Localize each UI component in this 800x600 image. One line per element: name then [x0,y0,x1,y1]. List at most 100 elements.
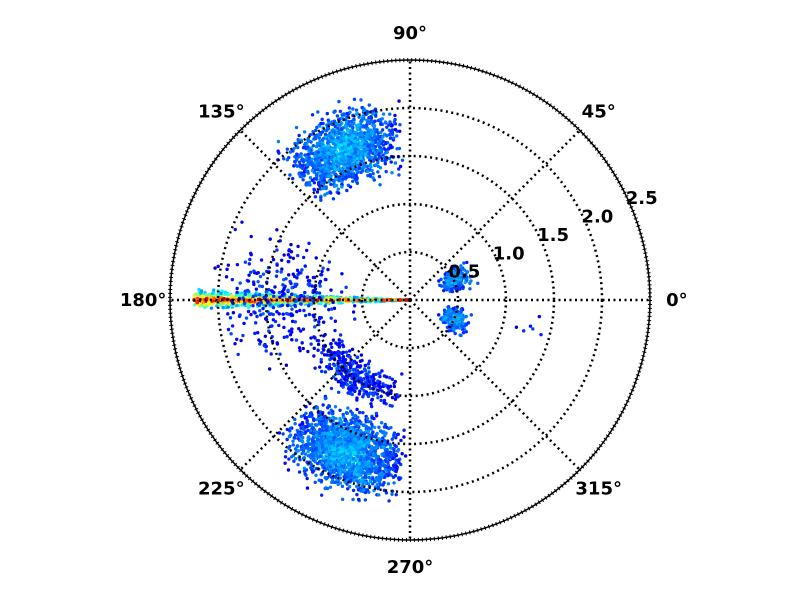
scatter-point [318,166,322,170]
scatter-point [346,162,350,166]
scatter-point [346,158,351,163]
scatter-point [294,338,299,342]
scatter-point [332,157,336,162]
scatter-point [397,167,401,171]
scatter-point [229,294,234,298]
scatter-point [275,263,279,267]
scatter-point [356,497,361,502]
scatter-point [337,154,341,159]
scatter-point [339,442,343,446]
scatter-point [330,136,334,140]
scatter-point [302,130,307,134]
scatter-point [323,431,327,436]
scatter-point [461,285,465,289]
scatter-point [377,142,381,146]
scatter-point [307,156,312,160]
scatter-point [251,294,255,299]
scatter-point [378,183,382,187]
scatter-point [340,180,344,184]
scatter-point [341,431,346,436]
scatter-point [323,193,327,197]
scatter-point [374,446,378,450]
scatter-point [340,185,344,189]
scatter-point [355,407,359,412]
scatter-point [387,123,391,127]
scatter-point [388,446,393,450]
scatter-point [272,294,276,298]
scatter-point [320,130,325,134]
scatter-point [365,132,369,137]
scatter-point [343,437,347,441]
scatter-point [345,149,349,154]
scatter-point [345,451,349,456]
scatter-point [345,111,349,116]
scatter-point [252,310,256,314]
scatter-point [275,228,279,232]
scatter-point [441,288,446,293]
scatter-point [202,303,207,307]
scatter-point [359,450,363,455]
scatter-point [354,147,358,151]
scatter-point [459,313,464,318]
scatter-point [223,290,227,294]
scatter-point [383,383,388,388]
scatter-point [336,452,341,457]
scatter-point [331,338,336,342]
scatter-point [351,429,356,433]
scatter-point [347,106,352,110]
scatter-point [372,439,376,443]
scatter-point [211,288,216,292]
scatter-point [359,422,363,426]
scatter-point [371,375,375,379]
scatter-point [315,418,319,422]
scatter-point [369,404,374,409]
scatter-point [357,392,362,396]
scatter-point [302,455,307,460]
scatter-point [319,437,323,442]
scatter-point [357,446,361,450]
scatter-point [309,336,313,340]
scatter-point [273,285,277,289]
scatter-point [349,474,353,478]
scatter-point [280,267,284,271]
scatter-point [309,342,313,346]
scatter-point [368,479,372,484]
scatter-point [261,306,265,311]
scatter-point [339,136,343,141]
scatter-point [380,128,385,132]
scatter-point [371,430,375,434]
scatter-point [310,113,315,117]
scatter-point [288,255,292,259]
scatter-point [369,446,374,451]
scatter-point [295,444,300,448]
scatter-point [363,363,367,368]
scatter-point [394,444,399,449]
scatter-point [349,426,353,431]
scatter-point [454,326,459,330]
scatter-point [359,353,364,357]
scatter-point [275,269,279,274]
scatter-point [314,172,319,176]
scatter-point [230,277,235,282]
scatter-point [359,98,363,102]
scatter-point [446,304,451,309]
scatter-point [339,420,344,424]
scatter-point [314,150,318,155]
scatter-point [336,187,341,191]
scatter-point [261,312,265,316]
scatter-point [361,410,365,415]
scatter-point [302,446,306,450]
scatter-point [300,341,304,345]
scatter-point [351,497,355,502]
scatter-point [308,447,312,452]
scatter-point [373,154,377,159]
scatter-point [367,426,371,430]
scatter-point [390,492,394,496]
scatter-point [337,354,341,358]
scatter-point [393,113,397,118]
scatter-point [345,382,349,387]
scatter-point [303,313,308,318]
scatter-point [360,358,364,363]
scatter-point [233,342,237,346]
scatter-point [312,164,317,168]
